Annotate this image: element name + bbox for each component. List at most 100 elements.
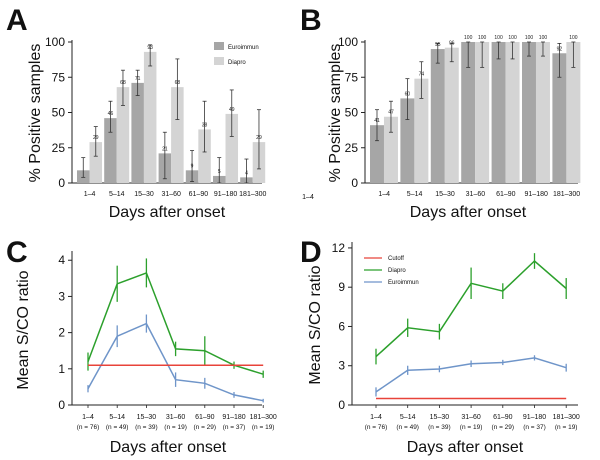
x-tick-label: 91–180 (525, 191, 548, 198)
y-tick-label: 100 (338, 35, 358, 49)
data-label: 47 (388, 110, 394, 116)
x-tick-label: 31–60 (166, 414, 186, 421)
data-label: 5 (218, 169, 221, 175)
data-label: 100 (508, 35, 517, 41)
x-axis-label: Days after onset (109, 204, 226, 221)
y-axis-label: % Positive samples (327, 44, 344, 183)
x-tick-n-label: (n = 76) (77, 424, 100, 431)
y-tick-label: 4 (58, 253, 65, 267)
data-label: 4 (245, 170, 248, 176)
y-tick-label: 2 (58, 326, 65, 340)
x-tick-label: 91–180 (222, 414, 245, 421)
data-label: 96 (449, 41, 455, 47)
y-tick-label: 6 (338, 319, 345, 333)
data-label: 93 (147, 45, 153, 51)
y-tick-label: 9 (338, 280, 345, 294)
legend-label: Euroimmun (388, 280, 419, 286)
series-line-euroimmun (87, 322, 264, 402)
y-tick-label: 12 (332, 241, 346, 255)
panel-letter-c: C (6, 236, 28, 269)
x-tick-label: 61–90 (189, 191, 209, 198)
bar (444, 47, 459, 183)
y-tick-label: 1 (58, 362, 65, 376)
y-tick-label: 0 (58, 176, 65, 190)
y-axis-label: Mean S/CO ratio (15, 270, 32, 389)
data-label: 29 (256, 135, 262, 141)
x-tick-label: 5–14 (400, 414, 416, 421)
x-tick-label: 15–30 (435, 191, 455, 198)
legend-label: Diapro (388, 268, 406, 274)
x-tick-n-label: (n = 76) (365, 424, 388, 431)
x-tick-label: 1–4 (370, 414, 382, 421)
x-tick-n-label: (n = 37) (523, 424, 546, 431)
bar (552, 53, 567, 183)
y-tick-label: 3 (58, 289, 65, 303)
x-axis-label: Days after onset (110, 439, 227, 456)
x-axis-label: Days after onset (407, 439, 524, 456)
x-tick-label: 31–60 (161, 191, 181, 198)
bar (430, 49, 445, 183)
bar (171, 87, 184, 183)
data-label: 68 (175, 80, 181, 86)
bar (198, 129, 211, 183)
y-tick-label: 50 (345, 106, 359, 120)
panel-letter-b: B (300, 4, 322, 37)
x-tick-label: 1–4 (82, 414, 94, 421)
x-tick-n-label: (n = 19) (555, 424, 578, 431)
x-tick-label: 181–300 (553, 191, 580, 198)
x-tick-label: 181–300 (239, 191, 266, 198)
x-tick-label: 91–180 (523, 414, 546, 421)
data-label: 74 (419, 72, 425, 78)
x-tick-n-label: (n = 29) (194, 424, 217, 431)
bar (225, 113, 239, 183)
data-label: 68 (120, 80, 126, 86)
x-tick-label: 15–30 (430, 414, 450, 421)
y-axis-label: % Positive samples (27, 44, 44, 183)
x-tick-label: 61–90 (195, 414, 215, 421)
bar (522, 42, 536, 183)
panel-letter-d: D (300, 236, 322, 269)
data-label: 21 (162, 146, 168, 152)
x-tick-label: 15–30 (134, 191, 154, 198)
y-tick-label: 100 (45, 35, 65, 49)
bar (475, 42, 490, 183)
bar (505, 42, 520, 183)
x-tick-n-label: (n = 49) (106, 424, 129, 431)
x-tick-n-label: (n = 19) (164, 424, 187, 431)
bar (143, 51, 157, 184)
x-tick-label: 181–300 (250, 414, 277, 421)
data-label: 60 (405, 91, 411, 97)
panel-letter-a: A (6, 4, 28, 37)
data-label: 100 (525, 35, 534, 41)
series-line-diapro (87, 271, 264, 375)
y-tick-label: 25 (52, 141, 66, 155)
x-tick-label: 1–4 (378, 191, 390, 198)
stray-category-label: 1–4 (302, 194, 314, 201)
y-tick-label: 75 (52, 70, 66, 84)
x-tick-label: 1–4 (84, 191, 96, 198)
x-tick-label: 181–300 (553, 414, 580, 421)
data-label: 100 (464, 35, 473, 41)
x-tick-label: 31–60 (466, 191, 486, 198)
legend-label: Diapro (228, 60, 246, 66)
x-tick-n-label: (n = 29) (492, 424, 515, 431)
x-tick-label: 5–14 (407, 191, 423, 198)
x-tick-n-label: (n = 19) (460, 424, 483, 431)
data-label: 92 (557, 46, 563, 52)
data-label: 38 (202, 122, 208, 128)
data-label: 49 (229, 107, 235, 113)
y-axis-label: Mean S/CO ratio (307, 265, 324, 384)
data-label: 41 (374, 118, 380, 124)
y-tick-label: 50 (52, 106, 66, 120)
data-label: 100 (569, 35, 578, 41)
x-tick-label: 61–90 (496, 191, 516, 198)
x-tick-n-label: (n = 39) (428, 424, 451, 431)
bar (89, 142, 103, 183)
data-label: 100 (539, 35, 548, 41)
y-tick-label: 75 (345, 70, 359, 84)
x-tick-label: 91–180 (214, 191, 237, 198)
legend-label: Euroimmun (228, 45, 259, 51)
bar (535, 42, 550, 183)
x-tick-n-label: (n = 49) (396, 424, 419, 431)
